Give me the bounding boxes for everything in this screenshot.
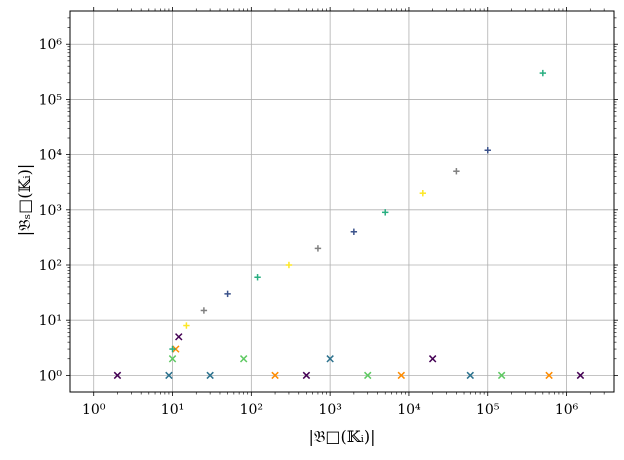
x-marker-point (397, 371, 406, 380)
plus-marker-point (419, 189, 427, 197)
y-tick-label: 10⁴ (39, 148, 63, 164)
x-marker-point (165, 371, 173, 380)
data-points (113, 69, 585, 380)
plus-marker-point (224, 290, 231, 298)
x-marker-point (168, 355, 177, 363)
x-marker-point (466, 371, 474, 380)
x-axis-ticks: 10⁰ 10¹ 10² 10³ 10⁴ 10⁵ 10⁶ (82, 7, 605, 418)
x-marker-point (364, 371, 372, 380)
x-tick-label: 10² (240, 402, 263, 418)
x-tick-label: 10³ (318, 402, 341, 418)
x-marker-point (172, 345, 180, 353)
y-tick-label: 10⁵ (39, 92, 63, 108)
y-tick-label: 10² (39, 258, 62, 274)
grid (70, 11, 614, 392)
x-tick-label: 10⁰ (82, 402, 106, 418)
y-tick-label: 10⁰ (39, 368, 63, 384)
plus-marker-point (453, 168, 460, 175)
x-marker-point (113, 371, 122, 380)
x-marker-point (428, 355, 437, 363)
x-tick-label: 10⁵ (476, 402, 500, 418)
y-axis-ticks: 10⁰ 10¹ 10² 10³ 10⁴ 10⁵ 10⁶ (39, 17, 618, 384)
plus-marker-point (285, 261, 293, 269)
x-axis-label: |𝔅□(𝕂ᵢ)| (308, 427, 375, 446)
y-tick-label: 10³ (39, 203, 62, 219)
x-marker-point (206, 371, 214, 380)
plot-frame (69, 10, 615, 393)
x-marker-point (576, 371, 585, 380)
x-marker-point (326, 355, 334, 363)
x-tick-label: 10⁶ (555, 402, 579, 418)
plus-marker-point (539, 69, 547, 77)
x-marker-point (302, 371, 311, 380)
x-tick-label: 10¹ (161, 402, 184, 418)
plus-marker-point (314, 245, 322, 252)
plus-marker-point (350, 228, 358, 235)
plus-marker-point (382, 209, 389, 216)
x-marker-point (175, 333, 183, 341)
y-axis-label: |𝔅ₛ□(𝕂ᵢ)| (15, 164, 34, 236)
y-tick-label: 10⁶ (39, 37, 63, 53)
y-tick-label: 10¹ (39, 313, 62, 329)
x-marker-point (239, 355, 248, 363)
x-marker-point (497, 371, 506, 380)
plus-marker-point (200, 307, 208, 314)
plus-marker-point (484, 147, 491, 154)
plus-marker-point (183, 322, 190, 329)
plus-marker-point (169, 345, 176, 353)
x-marker-point (271, 371, 279, 380)
plus-marker-point (254, 274, 261, 281)
x-marker-point (545, 371, 553, 380)
x-tick-label: 10⁴ (397, 402, 421, 418)
